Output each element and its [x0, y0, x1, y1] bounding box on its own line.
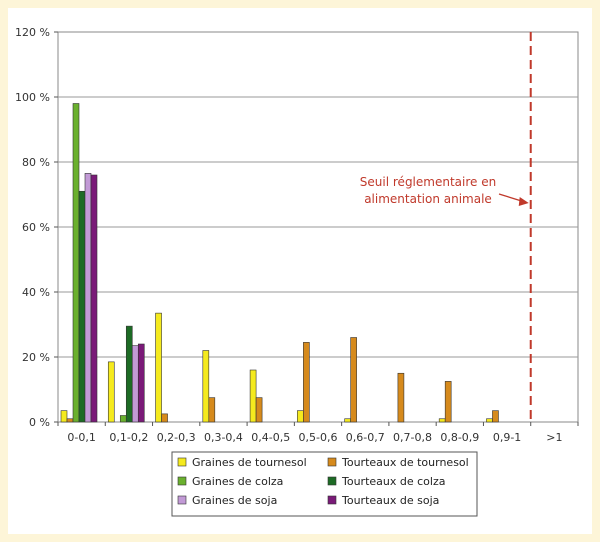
y-tick-label: 100 %: [15, 91, 50, 104]
bar: [249, 369, 257, 423]
y-tick-label: 60 %: [22, 221, 50, 234]
legend-swatch: [177, 495, 187, 505]
annotation-line-1: Seuil réglementaire en: [360, 175, 496, 189]
bar: [60, 410, 68, 423]
annotation-arrowhead: [518, 197, 529, 206]
bar: [397, 372, 405, 423]
x-tick-label: 0,4-0,5: [251, 431, 290, 444]
bar: [297, 410, 304, 423]
bar: [107, 361, 115, 423]
chart-frame: 0 % 20 % 40 % 60 % 80 % 100 % 120 % 0-0,1 0,1-0…: [8, 8, 592, 534]
legend-swatch: [177, 457, 187, 467]
bar: [303, 342, 310, 423]
bar: [350, 337, 357, 423]
legend-label: Tourteaux de soja: [341, 494, 439, 507]
y-tick-label: 40 %: [22, 286, 50, 299]
bar: [72, 103, 80, 423]
bar: [84, 173, 92, 423]
x-tick-label: 0,9-1: [493, 431, 521, 444]
bar: [131, 345, 139, 423]
x-tick-label: 0,1-0,2: [109, 431, 148, 444]
y-axis-ticks: 0 % 20 % 40 % 60 % 80 % 100 % 120 %: [15, 26, 58, 429]
legend-swatch: [327, 495, 337, 505]
x-tick-label: 0,6-0,7: [346, 431, 385, 444]
legend-label: Graines de colza: [192, 475, 283, 488]
bar: [202, 350, 210, 423]
legend-label: Graines de tournesol: [192, 456, 307, 469]
bar: [161, 413, 168, 423]
x-tick-label: 0-0,1: [67, 431, 95, 444]
legend-swatch: [177, 476, 187, 486]
bar: [90, 174, 98, 423]
gridlines: [58, 96, 578, 358]
bar: [137, 343, 145, 423]
x-axis-ticks: 0-0,1 0,1-0,2 0,2-0,3 0,3-0,4 0,4-0,5 0,5-0,6…: [57, 422, 579, 444]
x-tick-label: 0,7-0,8: [393, 431, 432, 444]
legend: Graines de tournesol Tourteaux de tournes…: [171, 451, 478, 517]
annotation-line-2: alimentation animale: [364, 192, 492, 206]
legend-label: Tourteaux de colza: [341, 475, 445, 488]
legend-swatch: [327, 476, 337, 486]
bars: [60, 103, 499, 423]
y-tick-label: 20 %: [22, 351, 50, 364]
bar: [486, 418, 493, 423]
bar: [255, 397, 263, 423]
x-tick-label: 0,2-0,3: [157, 431, 196, 444]
bar: [155, 312, 162, 423]
bar: [344, 418, 351, 423]
x-tick-label: >1: [546, 431, 562, 444]
legend-label: Graines de soja: [192, 494, 277, 507]
bar: [66, 418, 74, 423]
threshold-annotation: Seuil réglementaire en alimentation anima…: [360, 32, 532, 422]
y-tick-label: 120 %: [15, 26, 50, 39]
legend-swatch: [327, 457, 337, 467]
y-tick-label: 80 %: [22, 156, 50, 169]
legend-label: Tourteaux de tournesol: [341, 456, 469, 469]
bar: [78, 190, 86, 423]
bar: [125, 325, 133, 423]
y-tick-label: 0 %: [29, 416, 50, 429]
x-tick-label: 0,5-0,6: [299, 431, 338, 444]
bar: [119, 415, 127, 423]
bar: [444, 381, 452, 423]
x-tick-label: 0,8-0,9: [440, 431, 479, 444]
bar: [438, 418, 446, 423]
bar-chart: 0 % 20 % 40 % 60 % 80 % 100 % 120 % 0-0,1 0,1-0…: [15, 26, 579, 517]
legend-box: [171, 451, 478, 517]
bar: [492, 410, 499, 423]
bar: [208, 397, 216, 423]
x-tick-label: 0,3-0,4: [204, 431, 243, 444]
